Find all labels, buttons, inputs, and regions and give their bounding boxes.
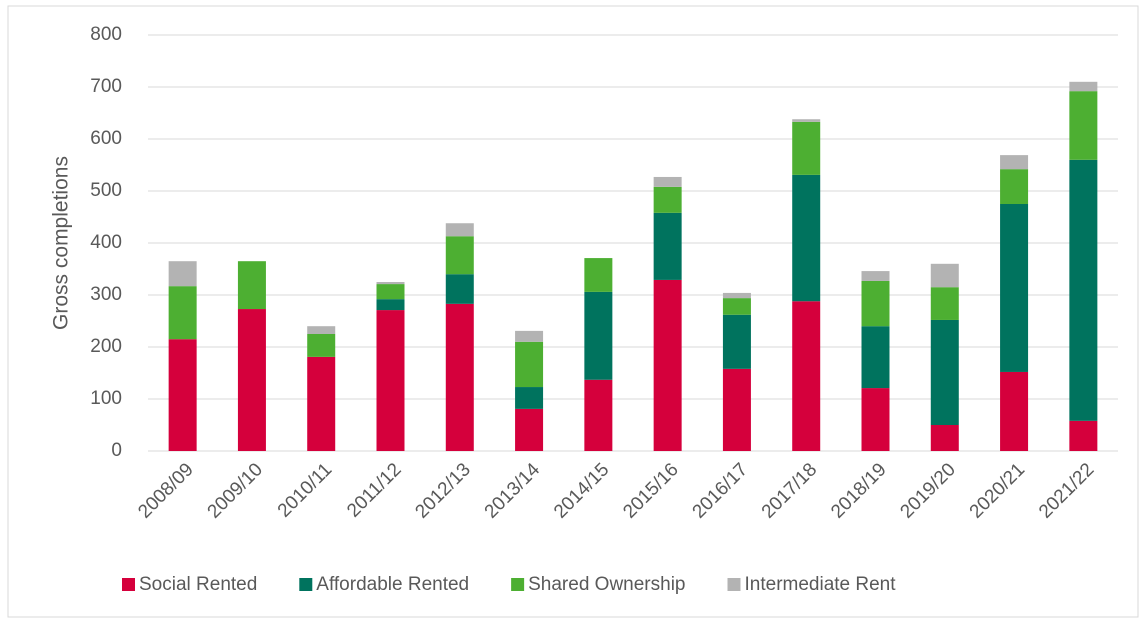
bar-segment: [861, 280, 890, 327]
y-tick-label: 400: [90, 232, 122, 253]
bar-segment: [168, 339, 197, 451]
bar-segment: [168, 286, 197, 340]
legend-swatch: [122, 578, 135, 591]
bar-segment: [376, 282, 405, 285]
bar-segment: [930, 319, 959, 425]
bar-segment: [930, 287, 959, 320]
bar-segment: [584, 258, 613, 292]
bar-segment: [792, 121, 821, 175]
y-axis-label: Gross completions: [50, 156, 73, 330]
y-tick-label: 300: [90, 284, 122, 305]
bar-segment: [930, 425, 959, 451]
y-tick-label: 500: [90, 180, 122, 201]
bar-segment: [861, 271, 890, 281]
bar-segment: [653, 176, 682, 187]
bar-segment: [237, 261, 266, 310]
bar-segment: [792, 119, 821, 122]
y-tick-label: 800: [90, 24, 122, 45]
bar-segment: [1069, 91, 1098, 160]
bar-segment: [792, 301, 821, 451]
bar-segment: [584, 291, 613, 380]
y-tick-label: 700: [90, 76, 122, 97]
bar-segment: [1000, 169, 1029, 204]
bar-segment: [930, 263, 959, 288]
bar-segment: [307, 356, 336, 451]
bar-segment: [168, 261, 197, 287]
bar-segment: [722, 292, 751, 299]
bar-segment: [515, 341, 544, 388]
y-tick-label: 200: [90, 336, 122, 357]
bar-segment: [722, 314, 751, 369]
y-tick-label: 100: [90, 388, 122, 409]
bar-segment: [1069, 159, 1098, 421]
bar-segment: [653, 212, 682, 280]
bar-segment: [445, 223, 474, 237]
bar-segment: [1069, 420, 1098, 451]
legend-label: Intermediate Rent: [745, 574, 897, 595]
bar-segment: [1069, 81, 1098, 92]
bar-segment: [376, 310, 405, 451]
bar-segment: [376, 284, 405, 300]
legend-label: Social Rented: [139, 574, 257, 595]
bar-segment: [445, 274, 474, 304]
y-tick-label: 600: [90, 128, 122, 149]
y-tick-label: 0: [111, 440, 122, 461]
bar-segment: [1000, 155, 1029, 170]
legend-swatch: [299, 578, 313, 591]
bar-segment: [376, 299, 405, 311]
bar-segment: [515, 408, 544, 451]
bar-segment: [861, 326, 890, 389]
bar-segment: [1000, 371, 1029, 451]
bar-segment: [515, 387, 544, 409]
legend-label: Affordable Rented: [316, 574, 469, 595]
bar-segment: [1000, 204, 1029, 372]
legend-swatch: [511, 578, 525, 591]
bar-segment: [653, 279, 682, 451]
legend-label: Shared Ownership: [528, 574, 685, 595]
legend-swatch: [727, 578, 741, 591]
bar-segment: [722, 368, 751, 451]
bar-segment: [584, 379, 613, 451]
bar-segment: [445, 303, 474, 451]
bar-segment: [307, 334, 336, 357]
bar-segment: [237, 309, 266, 451]
bar-segment: [515, 330, 544, 342]
bar-segment: [861, 388, 890, 451]
bar-segment: [722, 298, 751, 315]
bar-segment: [792, 174, 821, 302]
bar-segment: [307, 326, 336, 334]
bar-segment: [445, 236, 474, 275]
bar-segment: [653, 186, 682, 213]
